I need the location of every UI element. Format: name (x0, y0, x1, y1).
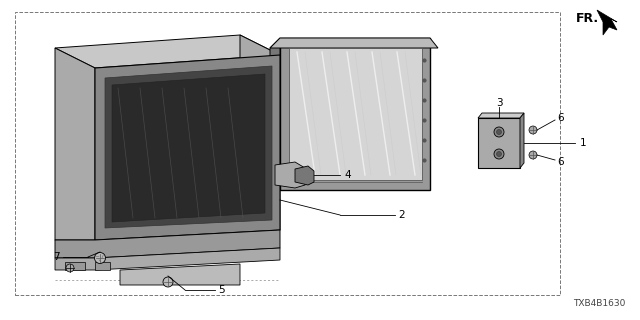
Polygon shape (295, 166, 314, 185)
Polygon shape (478, 118, 520, 168)
Polygon shape (270, 38, 280, 198)
Circle shape (494, 149, 504, 159)
Circle shape (95, 252, 106, 263)
Polygon shape (55, 248, 280, 270)
Polygon shape (240, 35, 280, 235)
Polygon shape (478, 113, 524, 118)
Text: 6: 6 (557, 157, 564, 167)
Circle shape (529, 126, 537, 134)
Polygon shape (270, 38, 438, 48)
Circle shape (163, 277, 173, 287)
Circle shape (497, 151, 502, 156)
Circle shape (529, 151, 537, 159)
Polygon shape (120, 264, 240, 285)
Text: 7: 7 (53, 252, 60, 262)
Polygon shape (55, 48, 95, 240)
Polygon shape (105, 66, 272, 228)
Text: 5: 5 (218, 285, 225, 295)
Polygon shape (597, 10, 617, 35)
Polygon shape (275, 162, 305, 188)
Polygon shape (55, 230, 280, 258)
Polygon shape (112, 74, 265, 222)
Circle shape (494, 127, 504, 137)
Circle shape (497, 130, 502, 134)
Text: 2: 2 (398, 210, 404, 220)
Text: 1: 1 (580, 138, 587, 148)
Polygon shape (280, 38, 430, 190)
Text: TXB4B1630: TXB4B1630 (573, 299, 625, 308)
Text: 6: 6 (557, 113, 564, 123)
Bar (15, 12, 560, 295)
Polygon shape (95, 55, 280, 240)
Text: 3: 3 (496, 98, 502, 108)
Polygon shape (55, 35, 280, 68)
Text: 4: 4 (344, 170, 351, 180)
Bar (95, 262, 110, 270)
Bar (65, 262, 85, 270)
Circle shape (66, 264, 74, 272)
Text: FR.: FR. (576, 12, 599, 25)
Polygon shape (289, 48, 422, 180)
Polygon shape (520, 113, 524, 168)
